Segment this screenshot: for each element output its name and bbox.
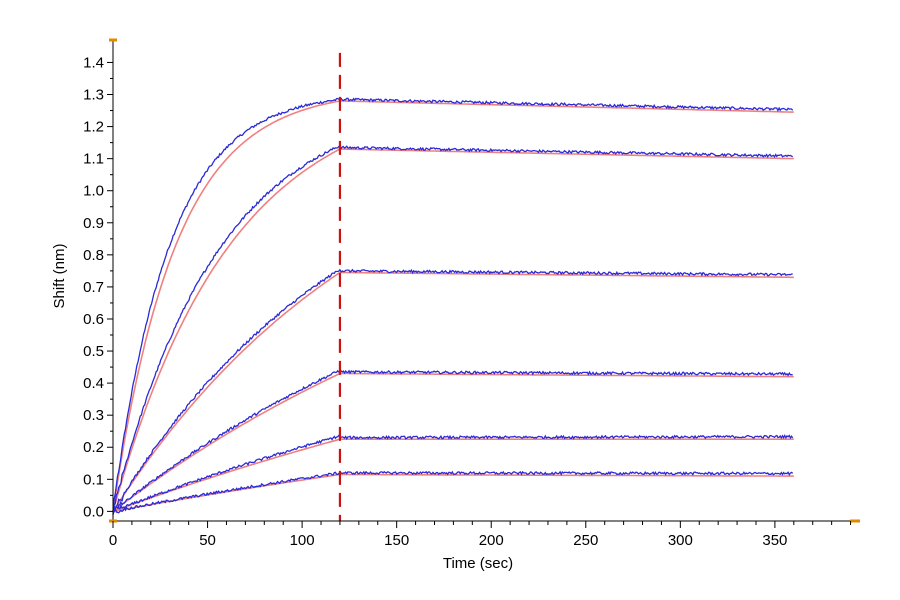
x-axis-title: Time (sec) (443, 555, 513, 572)
x-tick-label: 200 (479, 532, 504, 549)
fit-curve-1 (112, 100, 794, 512)
y-tick-label: 1.3 (83, 87, 104, 104)
plot-curves (112, 52, 794, 521)
axes: 0.0 0.1 0.2 0.3 0.4 0.5 0.6 0.7 0.8 0.9 1.0 1.1 1.2 1… (83, 38, 860, 549)
measured-curve-1 (112, 97, 794, 513)
y-tick-label: 0.8 (83, 247, 104, 264)
y-tick-label: 1.2 (83, 119, 104, 136)
y-axis-title: Shift (nm) (51, 243, 68, 308)
y-tick-label: 1.0 (83, 183, 104, 200)
y-tick-label: 1.4 (83, 54, 104, 71)
measured-curve-5 (112, 434, 794, 512)
y-tick-label: 0.2 (83, 439, 104, 456)
x-tick-label: 0 (109, 532, 117, 549)
x-tick-label: 100 (290, 532, 315, 549)
x-tick-label: 300 (668, 532, 693, 549)
y-tick-label: 0.5 (83, 343, 104, 360)
fit-curve-2 (112, 148, 794, 512)
y-tick-label: 0.7 (83, 279, 104, 296)
x-tick-label: 50 (199, 532, 216, 549)
x-tick-label: 250 (573, 532, 598, 549)
y-tick-label: 0.9 (83, 215, 104, 232)
y-tick-label: 0.6 (83, 311, 104, 328)
fit-curve-6 (112, 473, 794, 513)
measured-curve-2 (112, 144, 794, 511)
y-tick-label: 1.1 (83, 151, 104, 168)
fit-curve-5 (112, 438, 794, 513)
measured-curve-6 (112, 470, 794, 514)
y-tick-label: 0.3 (83, 407, 104, 424)
y-tick-label: 0.1 (83, 471, 104, 488)
fit-curve-4 (112, 372, 794, 513)
y-tick-label: 0.4 (83, 375, 104, 392)
measured-curve-3 (112, 268, 793, 515)
measured-curve-4 (112, 369, 793, 516)
fit-curve-3 (112, 271, 794, 512)
y-tick-label: 0.0 (83, 503, 104, 520)
x-tick-label: 350 (762, 532, 787, 549)
x-tick-label: 150 (384, 532, 409, 549)
